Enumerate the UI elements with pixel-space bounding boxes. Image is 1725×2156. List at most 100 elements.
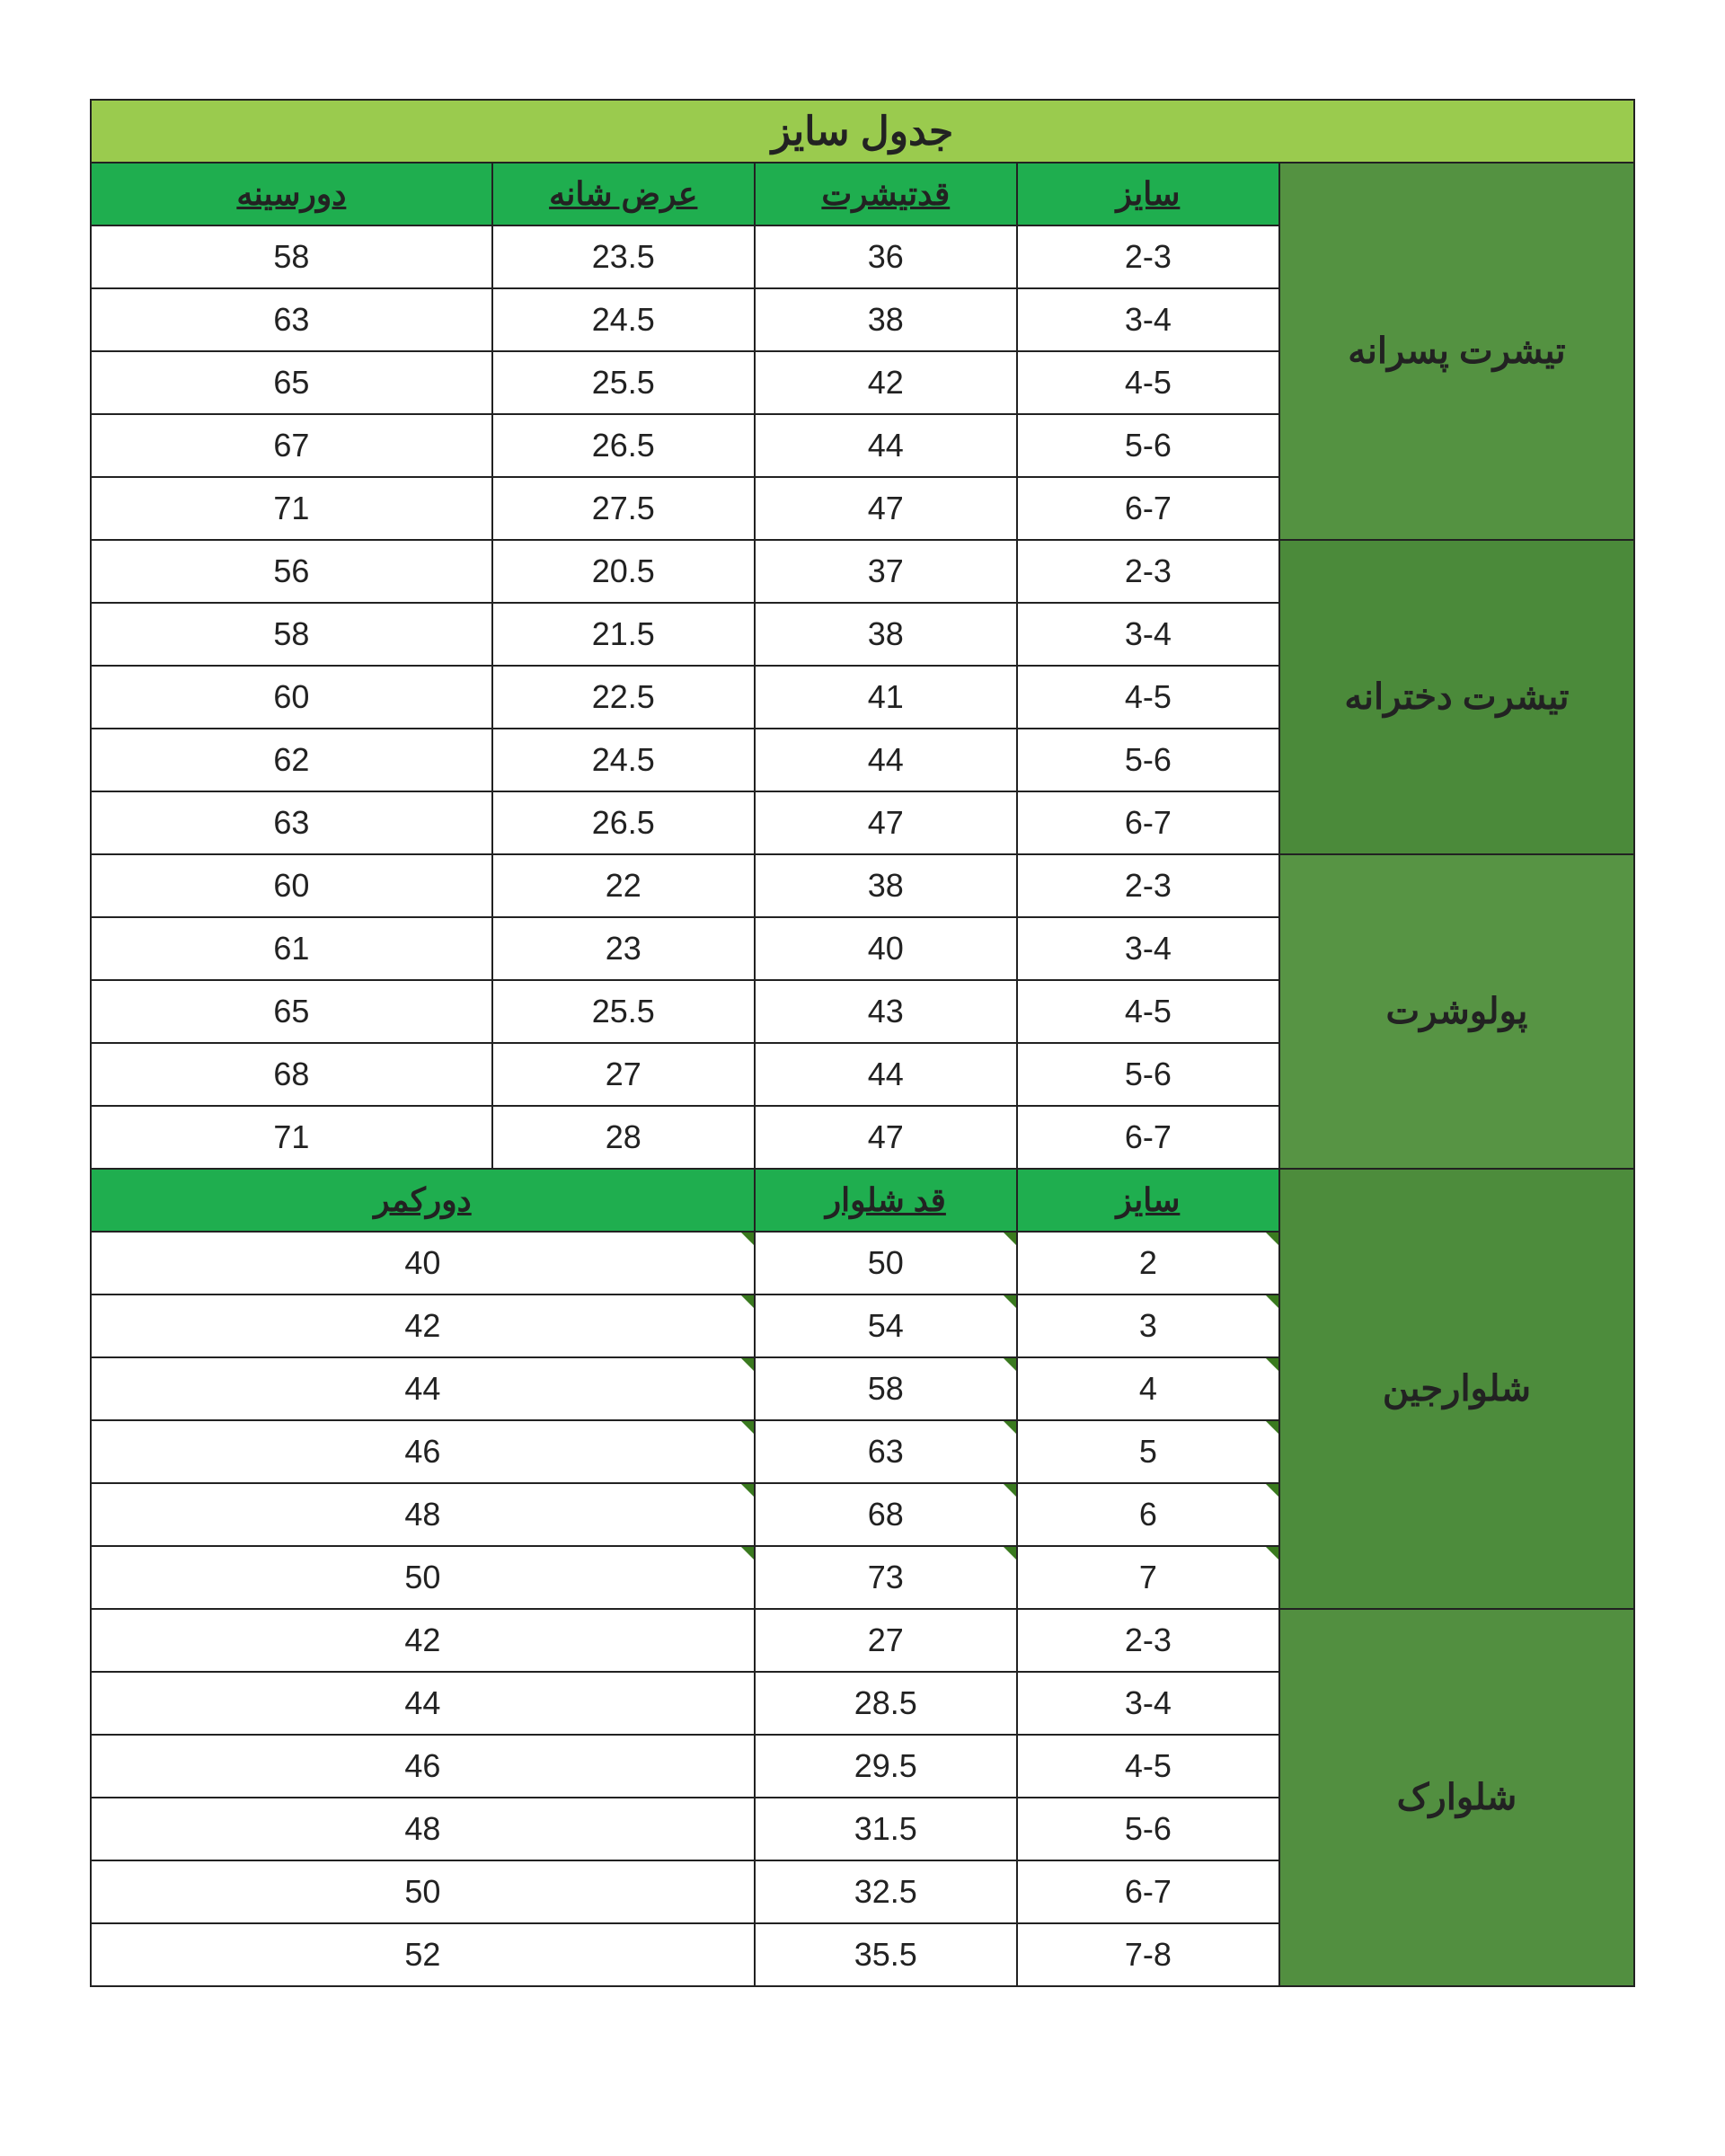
cell: 26.5 [492, 414, 755, 477]
cell: 50 [91, 1860, 755, 1923]
cell: 48 [91, 1798, 755, 1860]
cell: 6-7 [1017, 1106, 1279, 1169]
col-header: قدتیشرت [755, 163, 1017, 225]
col-header: دورکمر [91, 1169, 755, 1232]
table-row: تیشرت دخترانه 2-3 37 20.5 56 [91, 540, 1634, 603]
cell: 4-5 [1017, 1735, 1279, 1798]
cell: 58 [755, 1357, 1017, 1420]
size-chart-table: جدول سایز تیشرت پسرانه سایز قدتیشرت عرض … [90, 99, 1635, 1987]
category-cell-shorts: شلوارک [1279, 1609, 1634, 1986]
cell: 43 [755, 980, 1017, 1043]
cell: 3-4 [1017, 1672, 1279, 1735]
cell: 36 [755, 225, 1017, 288]
cell: 44 [755, 414, 1017, 477]
category-cell-polo: پولوشرت [1279, 854, 1634, 1169]
cell: 54 [755, 1294, 1017, 1357]
cell: 27.5 [492, 477, 755, 540]
cell: 58 [91, 225, 492, 288]
cell: 7-8 [1017, 1923, 1279, 1986]
cell: 73 [755, 1546, 1017, 1609]
table-title: جدول سایز [91, 100, 1634, 163]
cell: 52 [91, 1923, 755, 1986]
cell: 4-5 [1017, 666, 1279, 729]
cell: 47 [755, 1106, 1017, 1169]
cell: 37 [755, 540, 1017, 603]
cell: 38 [755, 288, 1017, 351]
cell: 47 [755, 477, 1017, 540]
cell: 6-7 [1017, 1860, 1279, 1923]
cell: 27 [755, 1609, 1017, 1672]
cell: 68 [91, 1043, 492, 1106]
cell: 5-6 [1017, 414, 1279, 477]
category-cell-girls: تیشرت دخترانه [1279, 540, 1634, 854]
table-row: شلوارجین سایز قد شلوار دورکمر [91, 1169, 1634, 1232]
cell: 25.5 [492, 980, 755, 1043]
cell: 42 [91, 1294, 755, 1357]
cell: 2-3 [1017, 225, 1279, 288]
cell: 23.5 [492, 225, 755, 288]
cell: 63 [91, 791, 492, 854]
cell: 50 [755, 1232, 1017, 1294]
cell: 26.5 [492, 791, 755, 854]
cell: 5 [1017, 1420, 1279, 1483]
cell: 28 [492, 1106, 755, 1169]
cell: 63 [755, 1420, 1017, 1483]
cell: 21.5 [492, 603, 755, 666]
cell: 2-3 [1017, 854, 1279, 917]
cell: 60 [91, 666, 492, 729]
col-header: عرض شانه [492, 163, 755, 225]
cell: 63 [91, 288, 492, 351]
cell: 65 [91, 980, 492, 1043]
cell: 24.5 [492, 288, 755, 351]
cell: 48 [91, 1483, 755, 1546]
cell: 3 [1017, 1294, 1279, 1357]
cell: 47 [755, 791, 1017, 854]
category-cell-boys: تیشرت پسرانه [1279, 163, 1634, 540]
cell: 56 [91, 540, 492, 603]
cell: 68 [755, 1483, 1017, 1546]
cell: 44 [91, 1357, 755, 1420]
cell: 32.5 [755, 1860, 1017, 1923]
cell: 6-7 [1017, 791, 1279, 854]
cell: 61 [91, 917, 492, 980]
col-header: سایز [1017, 163, 1279, 225]
cell: 35.5 [755, 1923, 1017, 1986]
cell: 7 [1017, 1546, 1279, 1609]
cell: 46 [91, 1735, 755, 1798]
cell: 44 [91, 1672, 755, 1735]
cell: 71 [91, 1106, 492, 1169]
cell: 42 [91, 1609, 755, 1672]
cell: 27 [492, 1043, 755, 1106]
table-row: پولوشرت 2-3 38 22 60 [91, 854, 1634, 917]
cell: 22 [492, 854, 755, 917]
cell: 23 [492, 917, 755, 980]
cell: 4 [1017, 1357, 1279, 1420]
table-row: شلوارک 2-3 27 42 [91, 1609, 1634, 1672]
cell: 6 [1017, 1483, 1279, 1546]
cell: 25.5 [492, 351, 755, 414]
category-cell-jeans: شلوارجین [1279, 1169, 1634, 1609]
cell: 58 [91, 603, 492, 666]
col-header: دورسینه [91, 163, 492, 225]
cell: 3-4 [1017, 917, 1279, 980]
cell: 38 [755, 603, 1017, 666]
col-header: قد شلوار [755, 1169, 1017, 1232]
cell: 3-4 [1017, 288, 1279, 351]
cell: 2 [1017, 1232, 1279, 1294]
title-row: جدول سایز [91, 100, 1634, 163]
cell: 28.5 [755, 1672, 1017, 1735]
cell: 46 [91, 1420, 755, 1483]
cell: 62 [91, 729, 492, 791]
cell: 4-5 [1017, 980, 1279, 1043]
cell: 5-6 [1017, 1798, 1279, 1860]
cell: 20.5 [492, 540, 755, 603]
cell: 42 [755, 351, 1017, 414]
table-row: تیشرت پسرانه سایز قدتیشرت عرض شانه دورسی… [91, 163, 1634, 225]
cell: 29.5 [755, 1735, 1017, 1798]
cell: 22.5 [492, 666, 755, 729]
cell: 44 [755, 1043, 1017, 1106]
cell: 4-5 [1017, 351, 1279, 414]
cell: 3-4 [1017, 603, 1279, 666]
cell: 50 [91, 1546, 755, 1609]
cell: 6-7 [1017, 477, 1279, 540]
